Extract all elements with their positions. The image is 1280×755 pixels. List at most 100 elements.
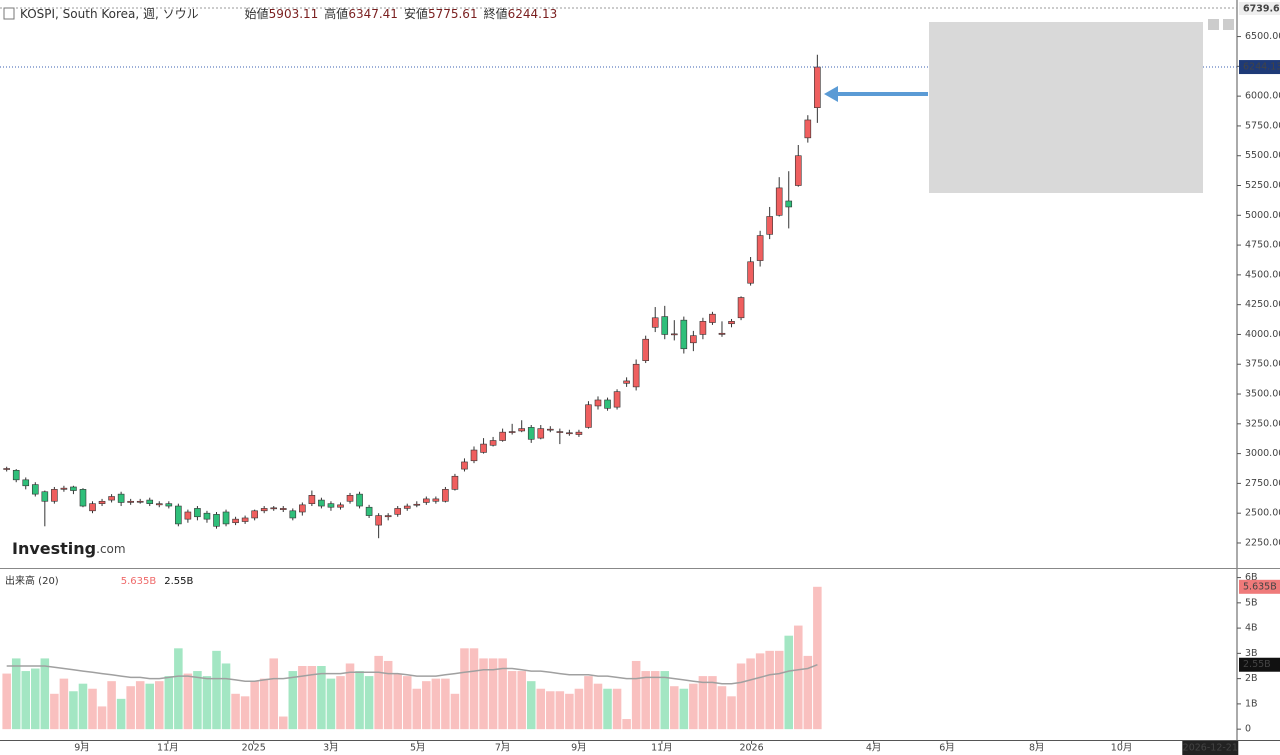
volume-tick-label: 3B bbox=[1245, 648, 1258, 659]
candle-body bbox=[155, 503, 163, 506]
y-tick-label: 3250.00 bbox=[1245, 418, 1280, 429]
volume-bar bbox=[660, 671, 670, 730]
x-tick-label: 2026-12-21 bbox=[1183, 743, 1238, 754]
x-tick-label: 8月 bbox=[1029, 743, 1045, 754]
settings-icon[interactable] bbox=[1223, 19, 1234, 30]
x-tick-label: 5月 bbox=[410, 743, 426, 754]
candle-body bbox=[308, 495, 316, 504]
volume-bar bbox=[603, 688, 612, 730]
x-tick-label: 10月 bbox=[1111, 743, 1133, 754]
x-tick-label: 7月 bbox=[495, 743, 511, 754]
volume-bar bbox=[765, 650, 774, 730]
candle-body bbox=[527, 427, 535, 440]
volume-bar bbox=[622, 719, 631, 730]
last-volume-box bbox=[1239, 579, 1280, 594]
header-title: KOSPI, South Korea, 週, ソウル bbox=[20, 7, 199, 21]
watermark-domain: .com bbox=[96, 542, 125, 556]
volume-bar bbox=[565, 693, 574, 730]
x-tick-label: 9月 bbox=[571, 743, 587, 754]
volume-bar bbox=[402, 676, 412, 730]
candle-body bbox=[70, 486, 77, 491]
volume-bar bbox=[307, 666, 317, 730]
candle-body bbox=[575, 431, 583, 435]
y-tick-label: 2750.00 bbox=[1245, 478, 1280, 489]
candle-body bbox=[489, 440, 497, 446]
volume-bar bbox=[546, 691, 555, 730]
volume-bar bbox=[813, 586, 822, 730]
volume-bar bbox=[221, 663, 231, 730]
x-tick-label: 11月 bbox=[651, 743, 673, 754]
volume-bar bbox=[755, 653, 765, 730]
candle-body bbox=[279, 508, 287, 510]
volume-bar bbox=[584, 676, 593, 730]
volume-bar bbox=[422, 681, 431, 730]
volume-bar bbox=[517, 671, 526, 730]
collapse-icon[interactable] bbox=[3, 7, 15, 20]
candle-body bbox=[547, 428, 554, 431]
candle-body bbox=[41, 491, 49, 502]
header-value: 5903.11 bbox=[269, 7, 319, 21]
candle-body bbox=[194, 508, 201, 518]
volume-bar bbox=[259, 678, 269, 730]
candle-body bbox=[451, 475, 459, 490]
y-tick-label: 3500.00 bbox=[1245, 389, 1280, 400]
volume-bar bbox=[479, 658, 488, 730]
candle-body bbox=[12, 469, 20, 481]
volume-bar bbox=[460, 648, 469, 730]
y-tick-label: 3000.00 bbox=[1245, 448, 1280, 459]
volume-bar bbox=[355, 671, 364, 730]
candle-body bbox=[51, 489, 58, 502]
candle-body bbox=[585, 404, 592, 428]
volume-tick-label: 2B bbox=[1245, 673, 1258, 684]
volume-name: 出来高 (20) bbox=[5, 574, 59, 587]
candle-body bbox=[766, 216, 773, 235]
candle-body bbox=[613, 391, 621, 408]
volume-bar bbox=[69, 691, 78, 730]
candle-body bbox=[556, 431, 564, 433]
y-tick-label: 2500.00 bbox=[1245, 508, 1280, 519]
candle-body bbox=[423, 498, 430, 503]
candle-body bbox=[432, 498, 440, 502]
x-tick-label: 3月 bbox=[323, 743, 339, 754]
candle-body bbox=[127, 500, 134, 503]
volume-bar bbox=[202, 676, 212, 730]
volume-bar bbox=[164, 676, 174, 730]
header-label: 高値 bbox=[324, 6, 348, 21]
header-label: 安値 bbox=[404, 6, 428, 21]
volume-bar bbox=[269, 658, 278, 730]
candle-body bbox=[79, 489, 87, 507]
candle-body bbox=[117, 493, 125, 503]
candle-body bbox=[165, 503, 173, 507]
volume-bar bbox=[736, 663, 746, 730]
candle-body bbox=[184, 511, 192, 520]
candle-body bbox=[318, 499, 325, 507]
candle-body bbox=[499, 431, 506, 441]
volume-bar bbox=[212, 650, 221, 730]
y-tick-label: 6500.00 bbox=[1245, 31, 1280, 42]
volume-bar bbox=[374, 655, 383, 730]
y-tick-label: 2250.00 bbox=[1245, 537, 1280, 548]
candle-body bbox=[22, 479, 30, 487]
info-icon[interactable] bbox=[1208, 19, 1219, 30]
y-tick-label: 3750.00 bbox=[1245, 359, 1280, 370]
volume-bar bbox=[488, 658, 498, 730]
candle-body bbox=[785, 200, 793, 208]
volume-bar bbox=[174, 648, 183, 730]
ylim-label: 6739.68 bbox=[1243, 4, 1280, 15]
y-tick-label: 5500.00 bbox=[1245, 150, 1280, 161]
candle-body bbox=[98, 500, 106, 504]
volume-ma-line bbox=[6, 664, 818, 685]
candle-body bbox=[461, 461, 468, 470]
volume-bar bbox=[441, 678, 450, 730]
volume-bar bbox=[498, 658, 507, 730]
y-tick-label: 4000.00 bbox=[1245, 329, 1280, 340]
volume-bar bbox=[88, 688, 97, 730]
y-tick-label: 4250.00 bbox=[1245, 299, 1280, 310]
volume-bar bbox=[59, 678, 69, 730]
candle-body bbox=[718, 332, 726, 335]
candle-body bbox=[604, 399, 611, 409]
header-label: 始値 bbox=[245, 6, 269, 21]
candle-body bbox=[260, 508, 268, 512]
volume-bar bbox=[612, 688, 622, 730]
candle-body bbox=[394, 508, 402, 515]
